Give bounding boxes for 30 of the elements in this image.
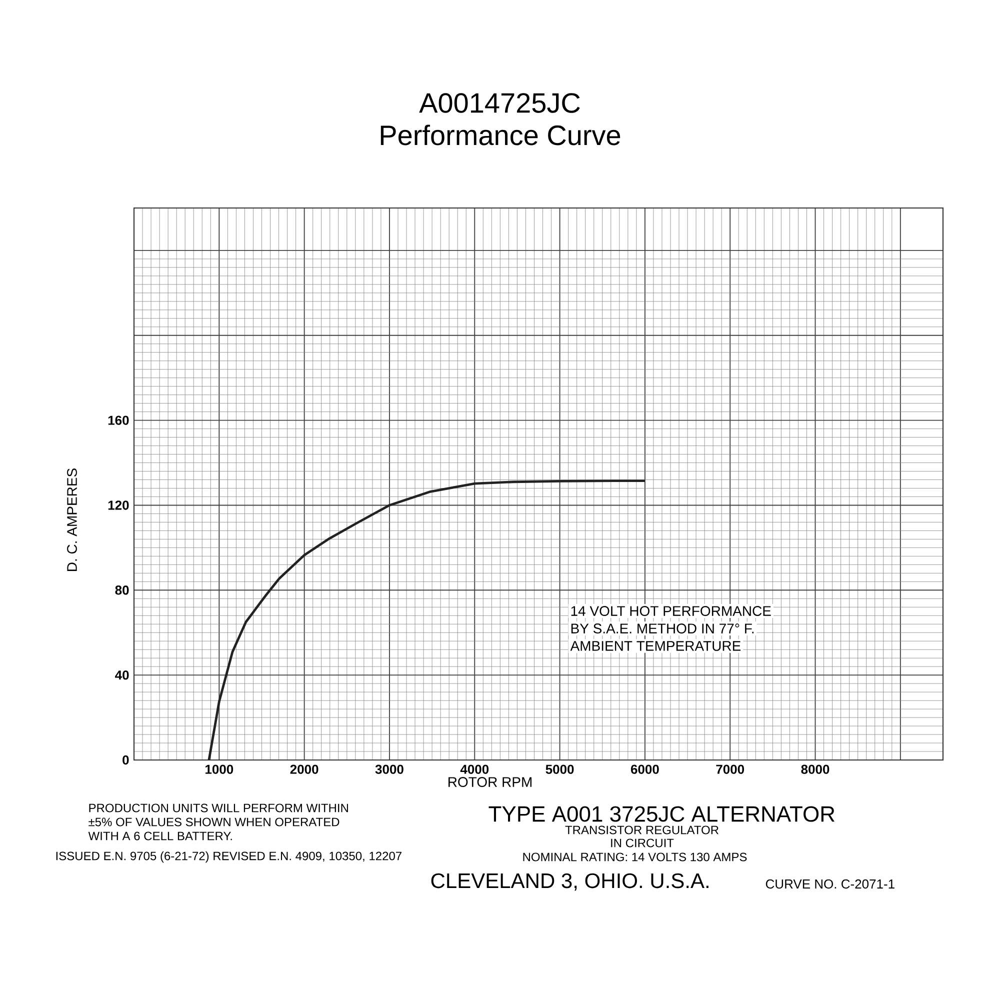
annotation: 14 VOLT HOT PERFORMANCE — [571, 606, 771, 616]
y-tick-label: 120 — [108, 500, 129, 510]
y-tick-label: 0 — [122, 755, 129, 765]
x-tick-label: 8000 — [801, 764, 830, 774]
x-tick-label: 7000 — [716, 764, 744, 774]
x-axis-title: ROTOR RPM — [448, 777, 532, 787]
text: TRANSISTOR REGULATOR — [565, 826, 718, 834]
y-tick-label: 40 — [115, 670, 129, 680]
x-tick-label: 4000 — [460, 764, 489, 774]
x-tick-label: 2000 — [290, 764, 318, 774]
y-tick-label: 80 — [115, 586, 129, 595]
text: PRODUCTION UNITS WILL PERFORM WITHIN — [89, 804, 348, 812]
text: ±5% OF VALUES SHOWN WHEN OPERATED — [88, 818, 340, 826]
y-axis-title: D. C. AMPERES — [67, 468, 77, 571]
chart-subtitle: Performance Curve — [380, 124, 620, 146]
annotation: BY S.A.E. METHOD IN 77° F. — [571, 624, 754, 634]
text: NOMINAL RATING: 14 VOLTS 130 AMPS — [523, 852, 747, 862]
x-tick-label: 1000 — [206, 764, 234, 774]
text: CLEVELAND 3, OHIO. U.S.A. — [431, 873, 708, 891]
y-tick-label: 160 — [108, 416, 129, 425]
x-tick-label: 6000 — [630, 764, 659, 774]
text: TYPE A001 3725JC ALTERNATOR — [488, 806, 834, 822]
text: CURVE NO. C-2071-1 — [766, 879, 894, 889]
text: WITH A 6 CELL BATTERY. — [88, 832, 232, 840]
text: ISSUED E.N. 9705 (6-21-72) REVISED E.N. 4909, 10350, 12207 — [56, 851, 402, 863]
annotation: AMBIENT TEMPERATURE — [570, 641, 741, 651]
x-tick-label: 5000 — [546, 764, 574, 774]
chart-title: A0014725JC — [419, 93, 580, 113]
x-tick-label: 3000 — [375, 764, 404, 774]
text: IN CIRCUIT — [611, 838, 674, 848]
